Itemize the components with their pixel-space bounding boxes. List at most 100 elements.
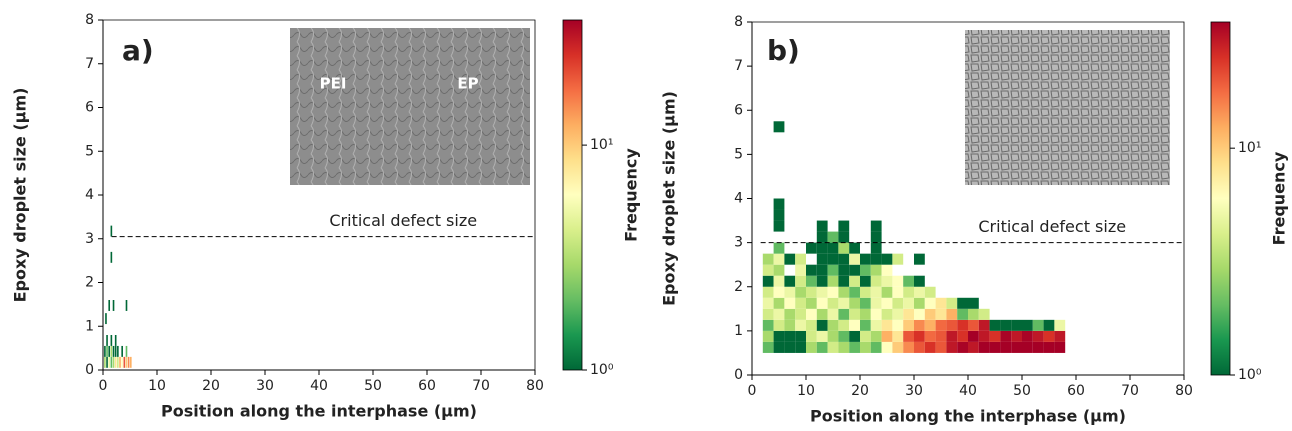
heatmap-cell: [838, 297, 850, 309]
heatmap-cell: [946, 297, 958, 309]
heatmap-cell: [849, 253, 860, 265]
heatmap-cell: [1022, 341, 1033, 353]
y-tick-label: 0: [85, 362, 94, 378]
heatmap-cell: [870, 341, 882, 353]
heatmap-cell: [1000, 341, 1012, 353]
heatmap-cell: [795, 253, 806, 265]
heatmap-cell: [816, 231, 828, 243]
heatmap-cell: [870, 231, 882, 243]
heatmap-cell: [827, 242, 839, 254]
heatmap-cell: [106, 356, 108, 368]
y-tick-label: 8: [85, 12, 94, 28]
heatmap-cell: [112, 345, 115, 357]
heatmap-cell: [924, 319, 936, 331]
heatmap-cell: [838, 231, 850, 243]
heatmap-cell: [860, 264, 871, 276]
x-tick-label: 50: [364, 378, 382, 394]
heatmap-cell: [881, 341, 893, 353]
heatmap-cell: [881, 330, 893, 342]
x-tick-label: 50: [1013, 383, 1031, 399]
heatmap-cell: [914, 297, 925, 309]
heatmap-cell: [838, 220, 850, 232]
heatmap-cell: [968, 319, 979, 331]
heatmap-cell: [816, 264, 828, 276]
heatmap-cell: [816, 319, 828, 331]
heatmap-cell: [914, 330, 925, 342]
heatmap-cell: [125, 345, 128, 357]
heatmap-cell: [1022, 330, 1033, 342]
heatmap-cell: [762, 286, 774, 298]
panel-label: b): [767, 34, 800, 67]
x-tick-label: 60: [1067, 383, 1085, 399]
heatmap-cell: [849, 286, 860, 298]
axes-frame-top: [752, 21, 1185, 375]
colorbar-label: Frequency: [1270, 151, 1289, 245]
heatmap-cell: [978, 341, 990, 353]
heatmap-cell: [795, 297, 806, 309]
heatmap-cell: [1032, 330, 1044, 342]
heatmap-cell: [903, 275, 914, 287]
heatmap-cell: [870, 220, 882, 232]
heatmap-cell: [112, 356, 115, 368]
heatmap-cell: [110, 225, 113, 237]
heatmap-cell: [827, 286, 839, 298]
heatmap-cell: [870, 253, 882, 265]
heatmap-cell: [827, 341, 839, 353]
heatmap-cell: [762, 275, 774, 287]
heatmap-cell: [860, 253, 871, 265]
heatmap-cell: [914, 308, 925, 320]
colorbar: [1210, 21, 1231, 376]
heatmap-cell: [784, 286, 796, 298]
heatmap-cell: [773, 264, 785, 276]
critical-label: Critical defect size: [978, 217, 1126, 236]
heatmap-cell: [130, 356, 132, 368]
y-tick-label: 3: [85, 231, 94, 247]
inset-label: PEI: [320, 75, 347, 93]
heatmap-cell: [881, 286, 893, 298]
heatmap-cell: [773, 220, 785, 232]
heatmap-cell: [870, 297, 882, 309]
heatmap-cell: [1054, 319, 1066, 331]
heatmap-cell: [121, 356, 123, 368]
x-tick-label: 0: [748, 383, 757, 399]
colorbar-label: Frequency: [622, 148, 641, 242]
x-tick-label: 30: [256, 378, 274, 394]
heatmap-cell: [762, 319, 774, 331]
heatmap-cell: [827, 330, 839, 342]
heatmap-cell: [762, 308, 774, 320]
heatmap-cell: [762, 330, 774, 342]
colorbar-tick-label: 10¹: [590, 137, 613, 153]
heatmap-cell: [989, 319, 1001, 331]
axes-frame-top: [103, 19, 536, 370]
heatmap-cell: [924, 308, 936, 320]
heatmap-cell: [903, 341, 914, 353]
heatmap-cell: [968, 308, 979, 320]
heatmap-cell: [838, 242, 850, 254]
heatmap-cell: [903, 308, 914, 320]
y-tick-label: 6: [85, 100, 94, 116]
heatmap-cell: [903, 297, 914, 309]
heatmap-cell: [924, 330, 936, 342]
heatmap-cell: [838, 275, 850, 287]
heatmap-cell: [806, 264, 817, 276]
heatmap-cell: [806, 275, 817, 287]
heatmap-cell: [795, 330, 806, 342]
heatmap-cell: [762, 297, 774, 309]
heatmap-cell: [860, 275, 871, 287]
x-tick-label: 60: [418, 378, 436, 394]
heatmap-cell: [838, 253, 850, 265]
heatmap-cell: [978, 319, 990, 331]
heatmap-cell: [957, 341, 968, 353]
heatmap-cell: [114, 356, 117, 368]
heatmap-cell: [795, 286, 806, 298]
heatmap-cell: [892, 308, 904, 320]
heatmap-cell: [827, 319, 839, 331]
heatmap-cell: [860, 330, 871, 342]
heatmap-cell: [827, 297, 839, 309]
heatmap-cell: [914, 341, 925, 353]
heatmap-cell: [112, 300, 115, 311]
heatmap-cell: [838, 264, 850, 276]
colorbar-tick-label: 10⁰: [590, 362, 614, 378]
heatmap-cell: [816, 242, 828, 254]
